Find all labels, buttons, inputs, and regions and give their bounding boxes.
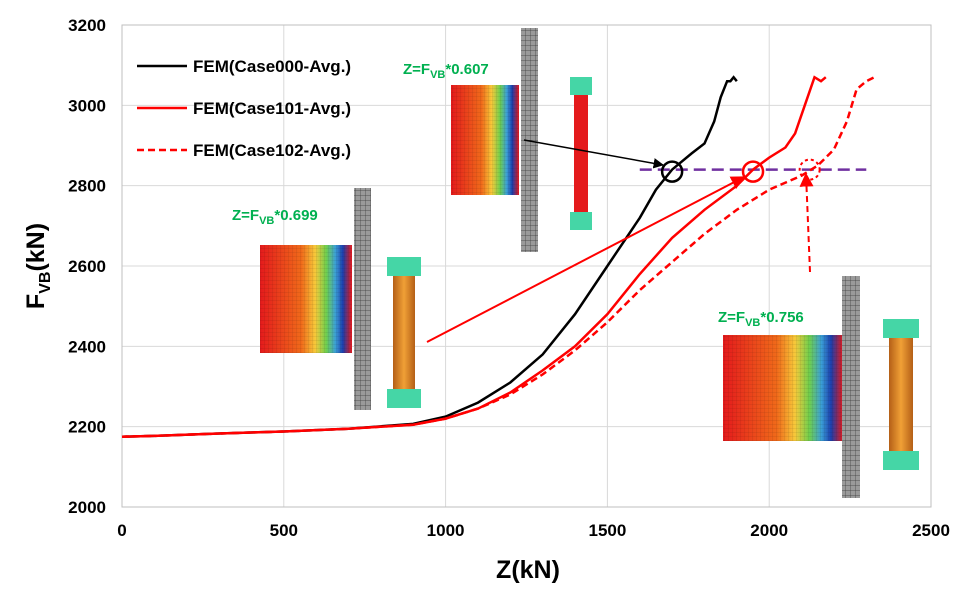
y-tick-labels: 2000 2200 2400 2600 2800 3000 3200	[68, 16, 106, 517]
legend-label-case101: FEM(Case101-Avg.)	[193, 99, 351, 118]
y-tick-label: 2400	[68, 337, 106, 356]
y-tick-label: 2800	[68, 177, 106, 196]
x-axis-title: Z(kN)	[496, 556, 560, 584]
legend-label-case102: FEM(Case102-Avg.)	[193, 141, 351, 160]
arrow-to-case000-marker	[523, 139, 665, 169]
x-tick-label: 1000	[427, 521, 465, 540]
fem-contour-image-0607	[451, 28, 592, 252]
x-tick-label: 2500	[912, 521, 950, 540]
marker-circle-case000	[660, 160, 684, 183]
marker-circle-case102	[798, 158, 821, 181]
y-tick-label: 2000	[68, 498, 106, 517]
series-line-case102	[121, 76, 875, 438]
y-tick-label: 2200	[68, 418, 106, 437]
x-tick-labels: 0 500 1000 1500 2000 2500	[117, 521, 950, 540]
fem-contour-image-0756	[723, 276, 919, 498]
y-axis-title: FVB(kN)	[22, 223, 54, 309]
plot-area-frame	[121, 24, 932, 508]
annotation-0699: Z=FVB*0.699	[232, 207, 318, 227]
y-tick-label: 2600	[68, 257, 106, 276]
annotation-labels: Z=FVB*0.607 Z=FVB*0.699 Z=FVB*0.756	[232, 61, 804, 329]
legend: FEM(Case000-Avg.) FEM(Case101-Avg.) FEM(…	[137, 57, 351, 160]
x-tick-label: 0	[117, 521, 126, 540]
x-tick-label: 2000	[750, 521, 788, 540]
x-tick-label: 500	[270, 521, 298, 540]
arrow-to-case101-marker	[426, 176, 746, 343]
y-tick-label: 3200	[68, 16, 106, 35]
fem-contour-image-0699	[260, 188, 421, 410]
series-line-case000	[121, 75, 738, 438]
arrow-to-case102-marker	[799, 172, 814, 273]
legend-label-case000: FEM(Case000-Avg.)	[193, 57, 351, 76]
y-tick-label: 3000	[68, 96, 106, 115]
annotation-0756: Z=FVB*0.756	[718, 309, 804, 329]
annotation-arrows	[426, 139, 814, 343]
annotation-0607: Z=FVB*0.607	[403, 61, 489, 81]
marker-circle-case101	[741, 160, 765, 183]
x-tick-label: 1500	[588, 521, 626, 540]
